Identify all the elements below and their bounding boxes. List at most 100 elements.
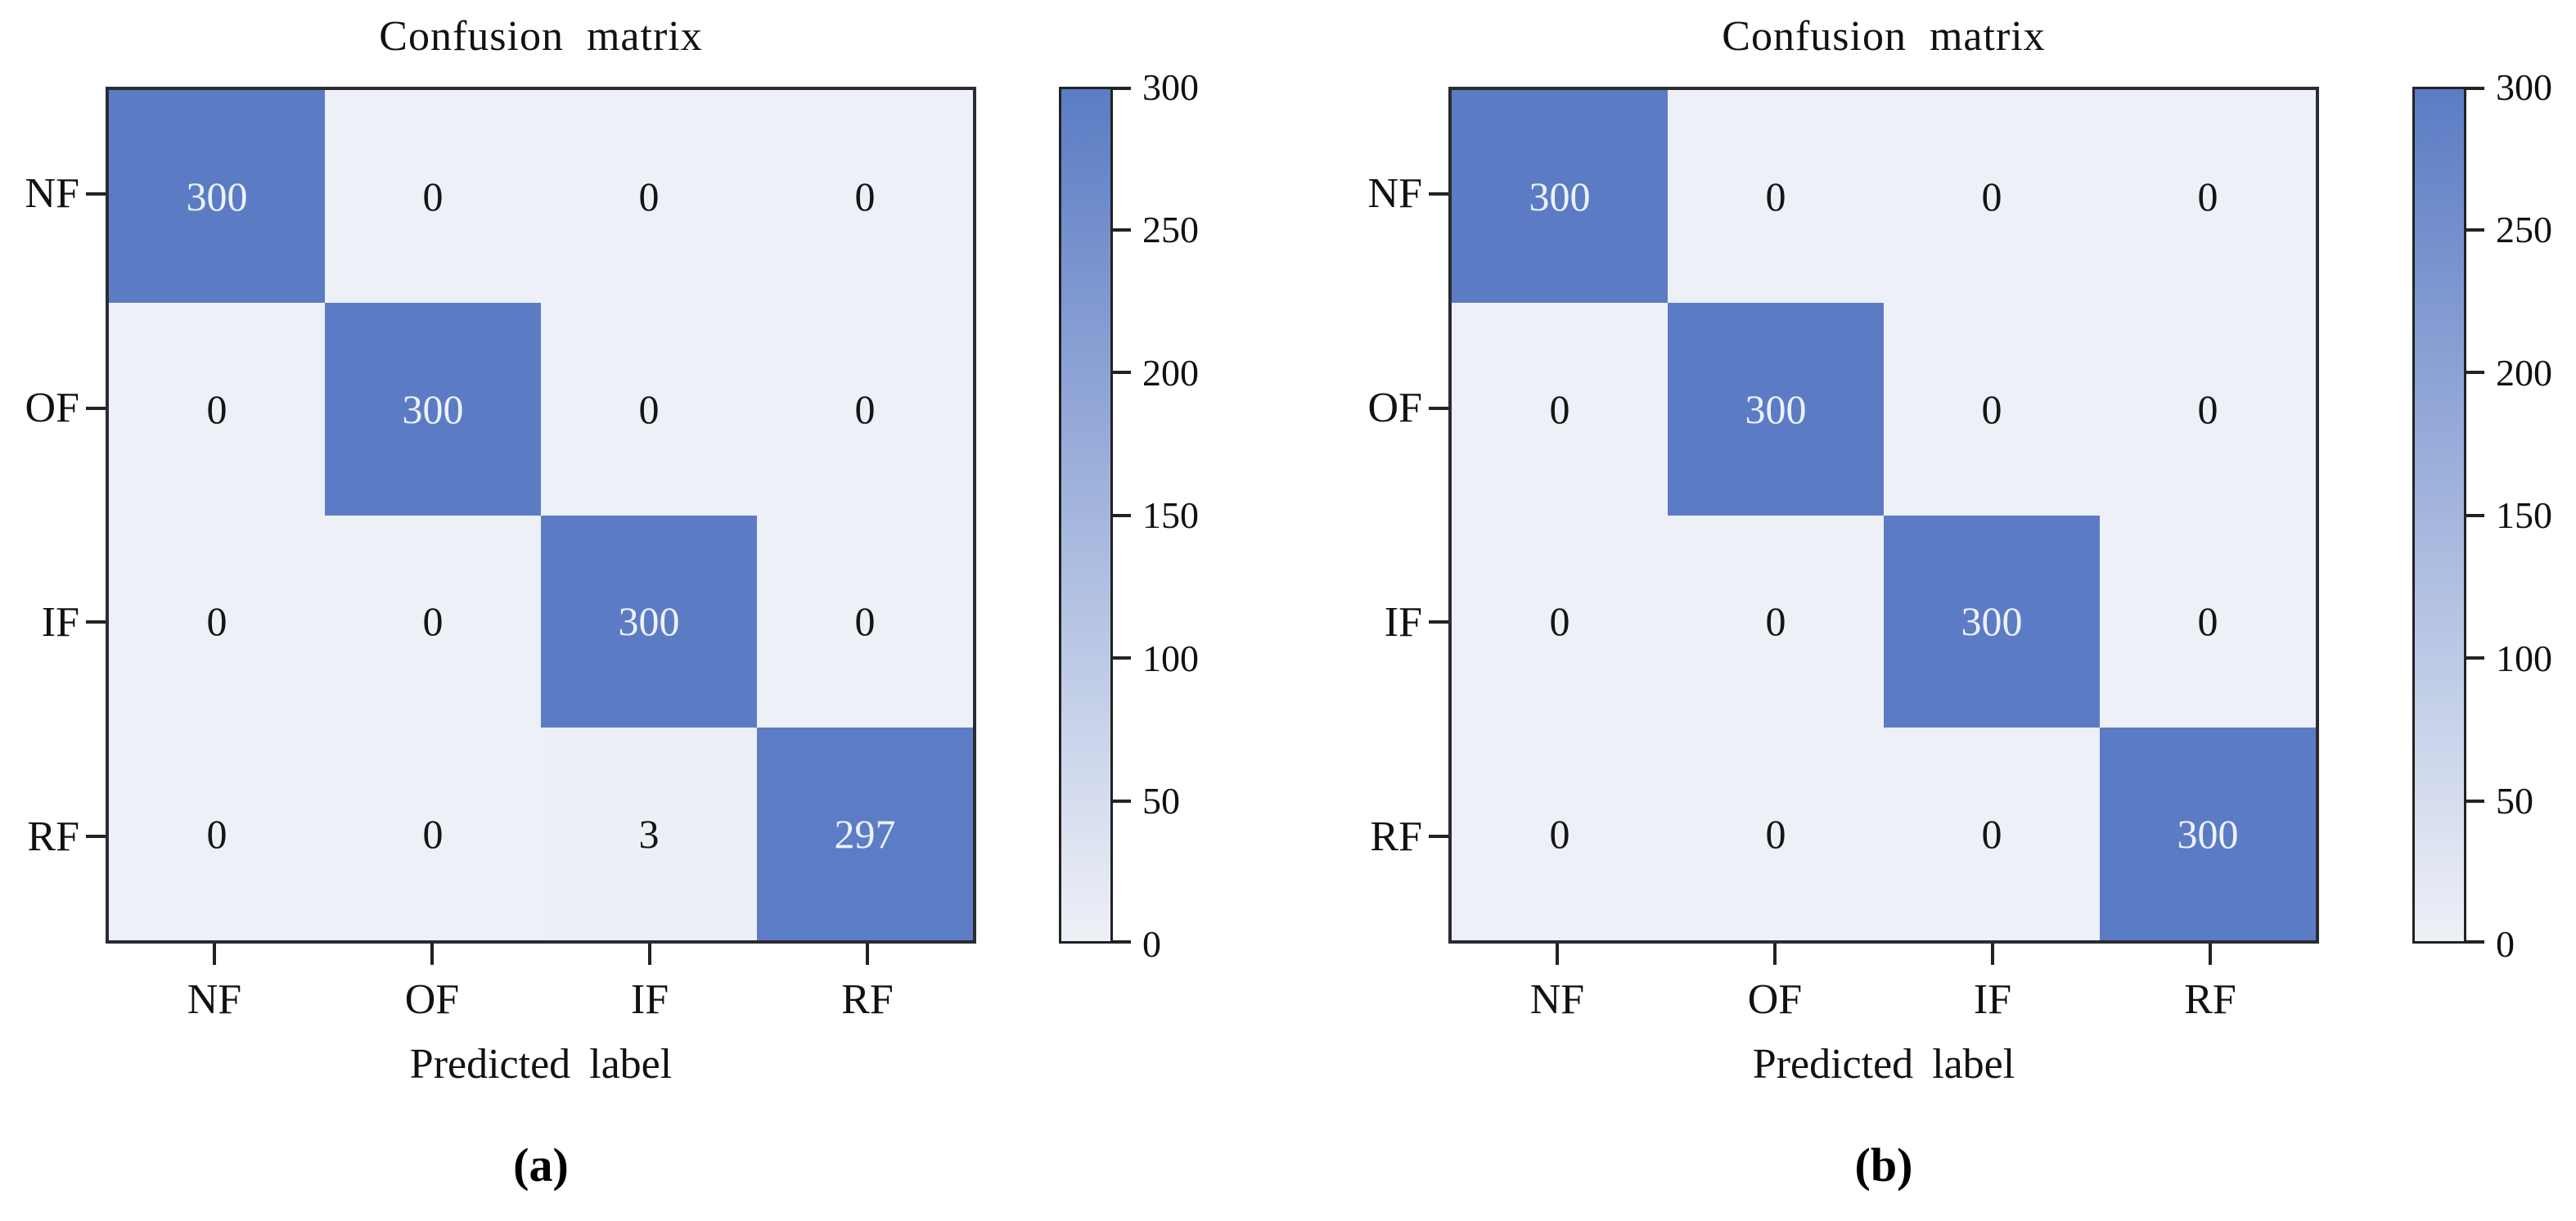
cell-value: 0 [1981,385,2002,432]
x-axis-tick [648,944,651,965]
cell-NF-IF: 0 [1884,90,2100,303]
cell-RF-NF: 0 [109,728,325,940]
cell-value: 0 [2197,173,2218,219]
colorbar-tick-label: 200 [2496,351,2552,394]
cell-NF-NF: 300 [109,90,325,303]
cell-IF-OF: 0 [325,515,541,728]
colorbar-tick [1113,799,1131,803]
cell-IF-RF: 0 [2100,515,2316,728]
colorbar-tick [1113,940,1131,944]
colorbar-tick [1113,371,1131,374]
panel-caption: (b) [1854,1138,1913,1192]
colorbar-tick-label: 50 [1142,780,1180,822]
ytick-label-IF: IF [1384,598,1422,646]
colorbar-tick [1113,656,1131,660]
colorbar-tick-label: 50 [2496,780,2533,822]
colorbar-tick-label: 300 [2496,65,2552,108]
colorbar-tick-label: 0 [1142,922,1161,965]
xtick-label-IF: IF [1973,975,2012,1023]
ytick-label-RF: RF [27,813,79,860]
xtick-label-NF: NF [187,975,242,1023]
cell-OF-NF: 0 [1452,302,1668,516]
cell-NF-OF: 0 [1668,90,1884,303]
y-axis-tick [1429,620,1448,624]
colorbar-tick-label: 300 [1142,65,1199,108]
x-axis-title: Predicted label [1752,1041,2015,1088]
cell-value: 0 [638,173,660,219]
cell-value: 0 [2197,385,2218,432]
cell-value: 0 [206,385,227,432]
y-axis-tick [1429,406,1448,410]
colorbar-tick [2466,940,2484,944]
cell-OF-RF: 0 [2100,302,2316,516]
cell-value: 0 [206,811,227,858]
x-axis-tick [2209,944,2212,965]
y-axis-tick [86,406,106,410]
cell-value: 0 [1549,385,1570,432]
cell-RF-NF: 0 [1452,728,1668,940]
cell-value: 0 [1981,811,2002,858]
ytick-label-RF: RF [1370,813,1422,860]
xtick-label-RF: RF [2184,975,2236,1023]
y-axis-tick [86,620,106,624]
cell-IF-IF: 300 [1884,515,2100,728]
cell-NF-OF: 0 [325,90,541,303]
colorbar [1059,87,1113,944]
cell-NF-RF: 0 [757,90,973,303]
cell-NF-IF: 0 [541,90,757,303]
cell-IF-RF: 0 [757,515,973,728]
cell-value: 0 [1981,173,2002,219]
xtick-label-NF: NF [1529,975,1585,1023]
ytick-label-IF: IF [41,598,79,646]
cell-OF-OF: 300 [1668,302,1884,516]
x-axis-tick [430,944,434,965]
cell-RF-OF: 0 [1668,728,1884,940]
colorbar-tick [2466,371,2484,374]
cell-value: 0 [1549,811,1570,858]
colorbar [2412,87,2466,944]
cell-value: 0 [1765,598,1786,645]
cell-NF-RF: 0 [2100,90,2316,303]
cell-OF-IF: 0 [541,302,757,516]
x-axis-tick [1556,944,1559,965]
cell-RF-IF: 0 [1884,728,2100,940]
cell-value: 0 [638,385,660,432]
cell-value: 300 [1961,598,2023,645]
cell-value: 3 [638,811,660,858]
xtick-label-RF: RF [841,975,894,1023]
cell-value: 0 [2197,598,2218,645]
cell-value: 0 [206,598,227,645]
cell-IF-OF: 0 [1668,515,1884,728]
cell-value: 0 [422,811,444,858]
y-axis-tick [86,191,106,196]
cell-NF-NF: 300 [1452,90,1668,303]
cell-value: 300 [402,385,464,432]
cell-value: 300 [1745,385,1807,432]
colorbar-tick [1113,87,1131,90]
colorbar-tick-label: 100 [2496,637,2552,679]
colorbar-tick [1113,513,1131,517]
ytick-label-OF: OF [25,385,79,432]
cell-value: 0 [854,173,876,219]
cell-value: 0 [1765,811,1786,858]
xtick-label-IF: IF [630,975,669,1023]
cell-value: 300 [2177,811,2239,858]
colorbar-tick-label: 200 [1142,351,1199,394]
cell-OF-IF: 0 [1884,302,2100,516]
cell-RF-OF: 0 [325,728,541,940]
ytick-label-OF: OF [1367,385,1422,432]
cell-value: 0 [1765,173,1786,219]
y-axis-tick [1429,191,1448,196]
cell-OF-NF: 0 [109,302,325,516]
colorbar-tick-label: 150 [1142,494,1199,536]
y-axis-tick [86,835,106,839]
cell-RF-RF: 297 [757,728,973,940]
colorbar-tick [2466,513,2484,517]
y-axis-tick [1429,835,1448,839]
ytick-label-NF: NF [25,170,79,218]
xtick-label-OF: OF [404,975,460,1023]
colorbar-tick-label: 100 [1142,637,1199,679]
x-axis-tick [1991,944,1994,965]
cell-value: 300 [1529,173,1591,219]
cell-IF-NF: 0 [1452,515,1668,728]
